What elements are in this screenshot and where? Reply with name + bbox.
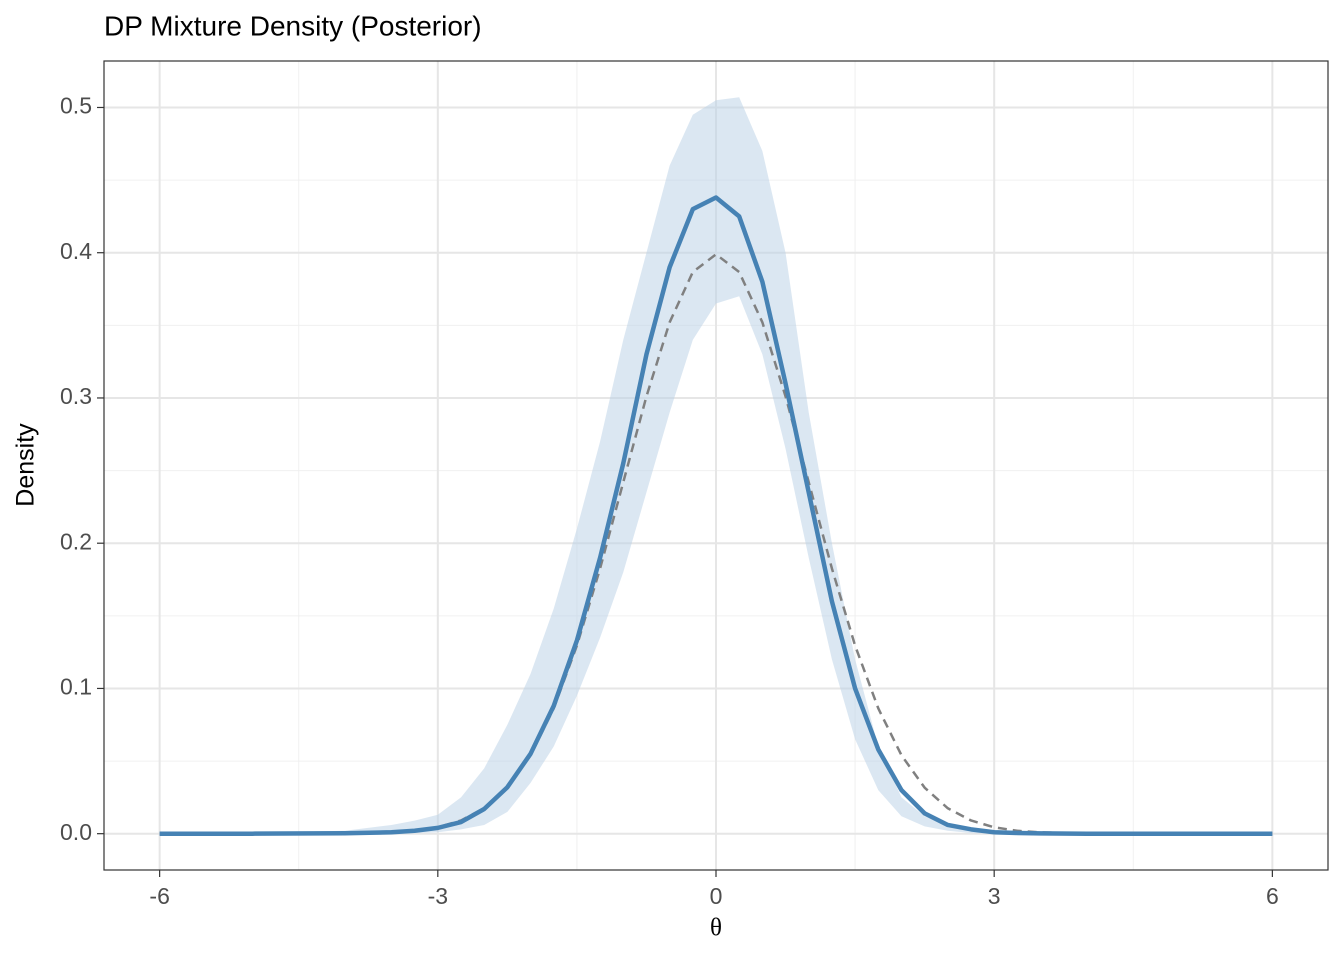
y-axis-label: Density <box>12 423 40 507</box>
y-tick-label: 0.3 <box>60 383 92 409</box>
chart-title: DP Mixture Density (Posterior) <box>104 10 482 41</box>
x-tick-label: 0 <box>710 883 723 909</box>
x-tick-label: 3 <box>988 883 1001 909</box>
density-line <box>159 195 1273 836</box>
x-tick-label: -6 <box>149 883 169 909</box>
y-tick-label: 0.4 <box>60 238 92 264</box>
plot-border <box>103 60 1329 871</box>
y-tick-label: 0.5 <box>60 93 92 119</box>
x-tick-label: 6 <box>1266 883 1279 909</box>
x-tick-label: -3 <box>428 883 448 909</box>
x-axis-label: θ <box>710 915 722 942</box>
y-tick-label: 0.0 <box>60 819 92 845</box>
credible-band <box>159 97 1273 834</box>
y-tick-label: 0.1 <box>60 674 92 700</box>
y-tick-label: 0.2 <box>60 528 92 554</box>
